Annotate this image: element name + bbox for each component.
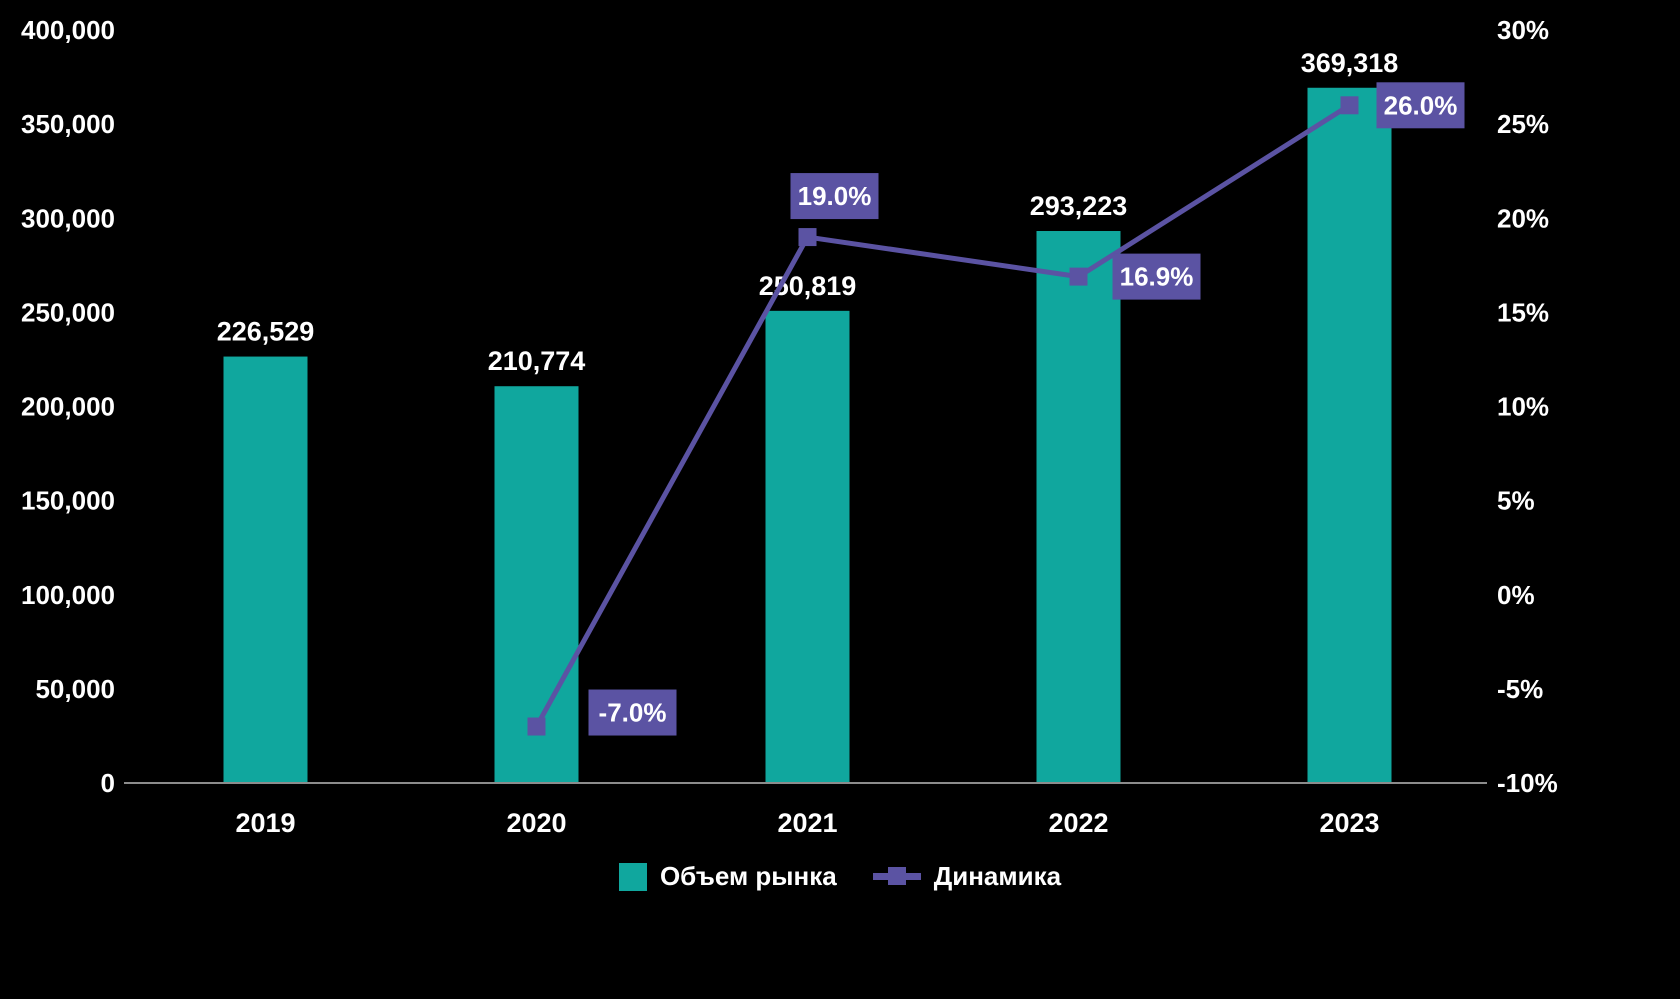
line-value-label: -7.0% — [599, 698, 667, 728]
bar-value-label: 293,223 — [1030, 191, 1128, 221]
line-marker-icon — [798, 228, 817, 247]
legend-item-market-volume: Объем рынка — [618, 861, 837, 892]
right-axis-tick-label: 15% — [1497, 297, 1549, 327]
line-value-label: 26.0% — [1384, 90, 1458, 120]
left-axis-tick-label: 200,000 — [21, 392, 115, 422]
bar-series-swatch-icon — [618, 862, 647, 891]
bar-2021 — [765, 310, 850, 783]
bar-2023 — [1307, 87, 1392, 784]
bar-2020 — [494, 386, 579, 783]
line-marker-icon — [1340, 96, 1359, 115]
dynamics-line — [534, 103, 1351, 728]
left-axis-tick-label: 350,000 — [21, 109, 115, 139]
right-axis-tick-label: 0% — [1497, 580, 1535, 610]
left-axis-tick-label: 150,000 — [21, 486, 115, 516]
line-marker-icon — [1069, 267, 1088, 286]
line-label-box — [588, 689, 677, 736]
x-axis-category-label: 2022 — [1048, 808, 1108, 838]
left-axis-tick-label: 50,000 — [35, 674, 115, 704]
bar-2019 — [223, 356, 308, 783]
line-label-box — [1112, 253, 1201, 300]
right-axis-tick-label: 30% — [1497, 15, 1549, 45]
legend-label-dynamics: Динамика — [933, 861, 1062, 891]
line-value-label: 19.0% — [798, 181, 872, 211]
left-axis-tick-label: 250,000 — [21, 297, 115, 327]
line-label-box — [790, 173, 879, 220]
line-value-label: 16.9% — [1120, 262, 1194, 292]
bar-value-label: 226,529 — [217, 317, 315, 347]
x-axis-category-label: 2023 — [1319, 808, 1379, 838]
bar-2022 — [1036, 231, 1121, 784]
right-axis-tick-label: -5% — [1497, 674, 1543, 704]
x-axis-category-label: 2019 — [235, 808, 295, 838]
right-axis-tick-label: 5% — [1497, 486, 1535, 516]
right-axis-tick-label: 10% — [1497, 392, 1549, 422]
legend-label-market-volume: Объем рынка — [659, 861, 837, 891]
left-axis-tick-label: 300,000 — [21, 203, 115, 233]
line-marker-icon — [527, 717, 546, 736]
right-axis-tick-label: 25% — [1497, 109, 1549, 139]
left-axis-tick-label: 0 — [101, 768, 115, 798]
right-axis-tick-label: -10% — [1497, 768, 1558, 798]
x-axis-category-label: 2020 — [506, 808, 566, 838]
x-axis-category-label: 2021 — [777, 808, 837, 838]
chart-canvas: 0 50,000 100,000 150,000 200,000 250,000 300,0… — [21, 15, 1558, 838]
legend-item-dynamics: Динамика — [872, 861, 1062, 892]
bar-value-label: 369,318 — [1301, 48, 1399, 78]
line-label-box — [1376, 82, 1465, 129]
left-axis-tick-label: 100,000 — [21, 580, 115, 610]
chart-legend: Объем рынка Динамика — [618, 861, 1062, 892]
line-series-swatch-icon — [872, 867, 921, 885]
bar-value-label: 210,774 — [488, 346, 586, 376]
right-axis-tick-label: 20% — [1497, 203, 1549, 233]
left-axis-tick-label: 400,000 — [21, 15, 115, 45]
